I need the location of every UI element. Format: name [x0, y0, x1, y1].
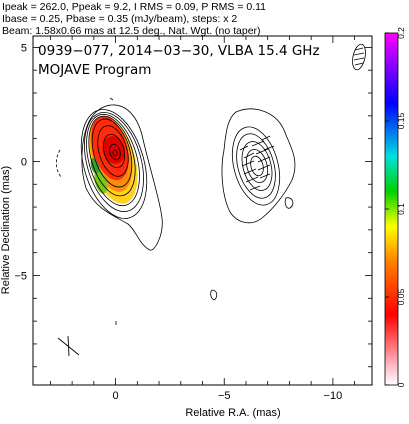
beam-ellipse — [352, 43, 366, 71]
contour-level-8 — [102, 134, 126, 168]
beam-ellipse-outline — [352, 43, 366, 71]
colorbar-tick-label: 0.15 — [396, 112, 406, 129]
contour-level-5 — [88, 115, 136, 197]
colorbar-tick-label: 0 — [396, 382, 406, 387]
contour-level-4 — [86, 113, 140, 207]
panel-right-contours — [210, 108, 296, 301]
x-tick-label: −10 — [324, 390, 343, 402]
contour-level-2 — [80, 109, 148, 219]
beam-ellipse-hatch — [353, 47, 365, 66]
beam-marker — [57, 335, 80, 357]
plot-title: 0939−077, 2014−03−30, VLBA 15.4 GHz — [38, 43, 320, 59]
x-axis-label: Relative R.A. (mas) — [185, 407, 280, 419]
polarization-vectors — [239, 135, 275, 191]
panel-left-contours — [56, 97, 163, 325]
right-contour-level-3 — [236, 133, 276, 199]
right-contour-island — [284, 197, 294, 209]
axis-ticks: 0 −5 −10 5 0 −5 — [14, 36, 372, 402]
x-tick-label: 0 — [113, 390, 119, 402]
y-tick-label: −5 — [14, 271, 27, 283]
y-tick-label: 0 — [21, 156, 27, 168]
right-contour-outer — [221, 108, 296, 224]
contour-negative — [56, 149, 63, 179]
contour-outer — [81, 104, 163, 251]
contour-island-lower — [210, 289, 218, 301]
contour-level-6 — [91, 118, 133, 188]
color-fill-green-edge — [90, 158, 100, 174]
x-tick-label: −5 — [218, 390, 231, 402]
contour-speck-top — [109, 97, 114, 101]
right-contour-level-6 — [250, 155, 264, 177]
right-contour-level-5 — [245, 148, 269, 184]
contour-level-3 — [84, 112, 144, 212]
right-contour-level-2 — [231, 126, 281, 206]
colorbar-tick-label: 0.05 — [396, 288, 406, 305]
right-contour-level-4 — [241, 141, 273, 191]
plot-subtitle: MOJAVE Program — [38, 62, 151, 78]
y-tick-label: 5 — [21, 42, 27, 54]
colorbar-tick-label: 0.1 — [396, 203, 406, 215]
contour-level-10 — [112, 149, 118, 157]
y-axis-label: Relative Declination (mas) — [0, 166, 12, 294]
plot-frame — [32, 35, 373, 386]
header-line-1: Ipeak = 262.0, Ppeak = 9.2, I RMS = 0.09… — [2, 1, 266, 13]
colorbar-ticks: 0 0.05 0.1 0.15 0.2 — [385, 27, 406, 387]
contour-level-9 — [109, 143, 121, 161]
beam-minor-axis — [67, 335, 70, 357]
header-line-3: Beam: 1.58x0.66 mas at 12.5 deg., Nat. W… — [2, 25, 261, 37]
polarization-ticks — [239, 135, 275, 191]
colorbar-tick-label: 0.2 — [396, 27, 406, 39]
header-line-2: Ibase = 0.25, Pbase = 0.35 (mJy/beam), s… — [2, 13, 237, 25]
contour-level-7 — [97, 125, 129, 177]
